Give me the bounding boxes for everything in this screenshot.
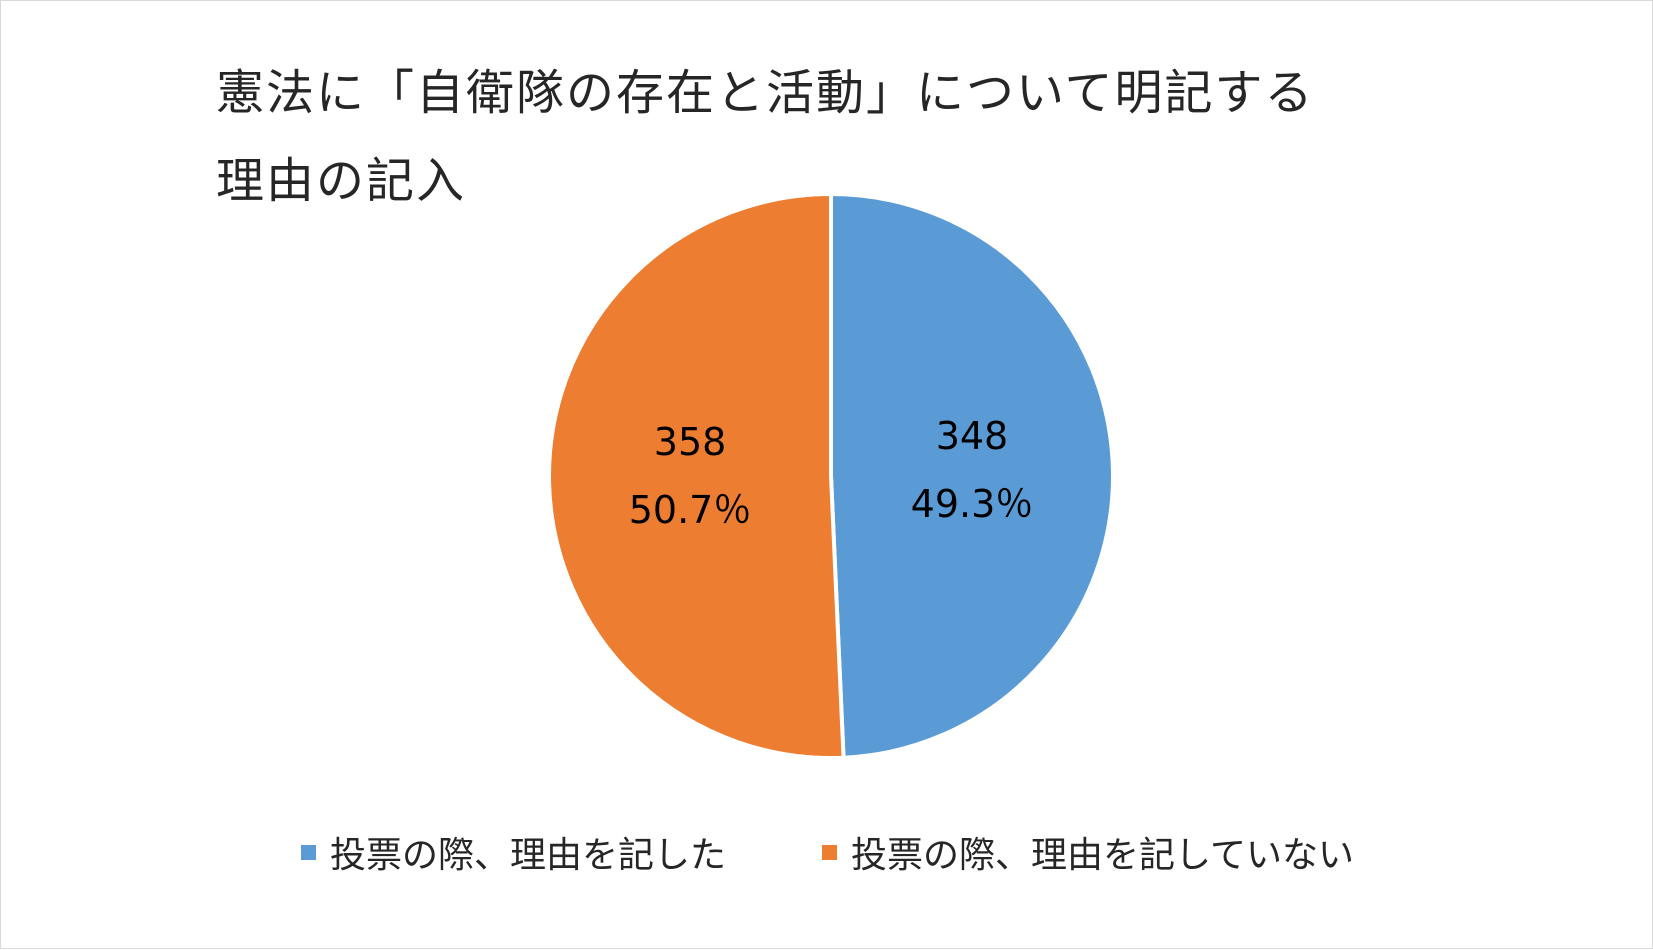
legend-label-recorded: 投票の際、理由を記した xyxy=(330,835,727,876)
legend: 投票の際、理由を記した 投票の際、理由を記していない xyxy=(1,826,1653,878)
pie-slice-recorded xyxy=(829,192,1116,760)
data-label-value-recorded: 348 xyxy=(936,414,1009,458)
legend-label-not-recorded: 投票の際、理由を記していない xyxy=(851,835,1354,876)
legend-swatch-not-recorded xyxy=(822,844,838,860)
chart-title-line-2: 理由の記入 xyxy=(216,153,467,209)
chart-title: 憲法に「自衛隊の存在と活動」について明記する 理由の記入 xyxy=(216,49,1466,225)
data-label-percent-not-recorded: 50.7％ xyxy=(629,488,752,532)
legend-swatch-recorded xyxy=(301,844,317,860)
data-label-percent-recorded: 49.3％ xyxy=(911,482,1034,526)
legend-item-recorded: 投票の際、理由を記した xyxy=(301,826,726,878)
legend-item-not-recorded: 投票の際、理由を記していない xyxy=(822,826,1354,878)
pie-slice-not-recorded xyxy=(547,192,846,760)
data-label-value-not-recorded: 358 xyxy=(654,420,727,464)
chart-title-line-1: 憲法に「自衛隊の存在と活動」について明記する xyxy=(216,65,1315,121)
